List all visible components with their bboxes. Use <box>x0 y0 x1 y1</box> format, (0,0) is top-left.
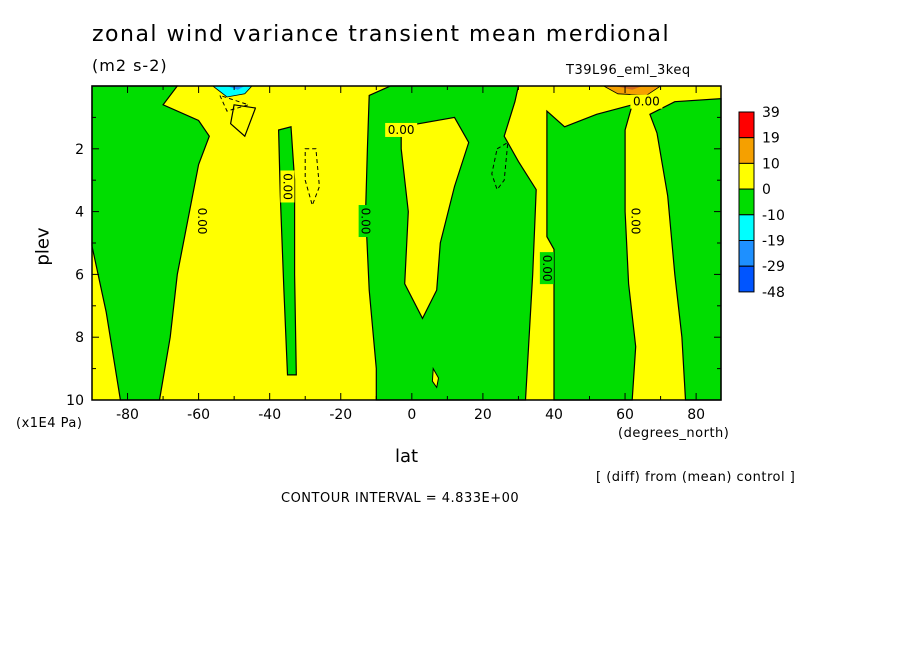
x-tick-label: 40 <box>545 407 563 423</box>
contour-label-bg <box>385 122 418 137</box>
y-axis-unit: (x1E4 Pa) <box>16 416 83 431</box>
colorbar-swatch <box>738 188 755 216</box>
region-yellow-hole-small <box>431 366 440 389</box>
contour-label-bg <box>539 252 554 285</box>
x-axis-unit: (degrees_north) <box>618 426 730 441</box>
region-yellow-hole-equator <box>400 116 470 320</box>
contour-label: 0.00 <box>388 123 415 137</box>
x-axis-title: lat <box>395 446 419 467</box>
colorbar-label: 10 <box>762 156 780 172</box>
region-green-south-polar <box>91 85 210 401</box>
region-brown-patch <box>614 86 643 90</box>
x-tick-label: -80 <box>116 407 139 423</box>
y-tick-label: 4 <box>75 205 84 221</box>
x-tick-label: 0 <box>407 407 416 423</box>
colorbar-label: 39 <box>762 105 780 121</box>
contour-label-bg <box>628 205 643 238</box>
region-green-40n-60n <box>546 103 637 401</box>
diff-note: [ (diff) from (mean) control ] <box>596 470 796 485</box>
colorbar-label: -29 <box>762 259 785 275</box>
x-tick-label: 60 <box>616 407 634 423</box>
region-blue-patch <box>227 86 245 90</box>
colorbar-swatch <box>738 111 755 139</box>
colorbar-label: 0 <box>762 182 771 198</box>
dashed-contour-30s <box>304 148 320 207</box>
x-tick-label: -20 <box>329 407 352 423</box>
contour-label-bg <box>280 170 295 203</box>
y-tick-label: 10 <box>66 393 84 409</box>
contour-label: 0.00 <box>629 208 643 235</box>
dashed-contour-25n <box>491 141 509 191</box>
colorbar-swatch <box>738 162 755 190</box>
contour-label-bg <box>195 205 210 238</box>
contour-interval: CONTOUR INTERVAL = 4.833E+00 <box>281 491 520 506</box>
region-yellow-hole-top <box>255 95 277 115</box>
x-tick-label: 20 <box>474 407 492 423</box>
dashed-contour-upper <box>218 94 251 112</box>
x-tick-label: -40 <box>258 407 281 423</box>
run-label: T39L96_eml_3keq <box>566 63 691 78</box>
colorbar-label: -10 <box>762 208 785 224</box>
colorbar-swatch <box>738 265 755 293</box>
y-tick-label: 2 <box>75 142 84 158</box>
y-axis-title: plev <box>32 227 54 266</box>
y-tick-label: 6 <box>75 267 84 283</box>
region-green-north-polar <box>649 97 722 401</box>
y-tick-label: 8 <box>75 330 84 346</box>
colorbar-label: -19 <box>762 234 785 250</box>
region-yellow-hole-upper <box>229 104 257 138</box>
contour-label: 0.00 <box>195 208 209 235</box>
contour-label-bg <box>630 94 663 109</box>
colorbar-swatch <box>738 137 755 164</box>
colorbar-swatch <box>738 214 755 242</box>
contour-label: 0.00 <box>633 95 660 109</box>
colorbar-swatch <box>738 240 755 267</box>
contour-label: 0.00 <box>359 208 373 235</box>
units-label: (m2 s-2) <box>92 56 168 75</box>
contour-label: 0.00 <box>280 173 294 200</box>
contour-label-bg <box>358 205 373 238</box>
colorbar-label: 19 <box>762 131 780 147</box>
contour-label: 0.00 <box>540 255 554 282</box>
colorbar-label: -48 <box>762 285 785 301</box>
x-tick-label: -60 <box>187 407 210 423</box>
chart-title: zonal wind variance transient mean merdi… <box>92 22 671 47</box>
x-tick-label: 80 <box>687 407 705 423</box>
